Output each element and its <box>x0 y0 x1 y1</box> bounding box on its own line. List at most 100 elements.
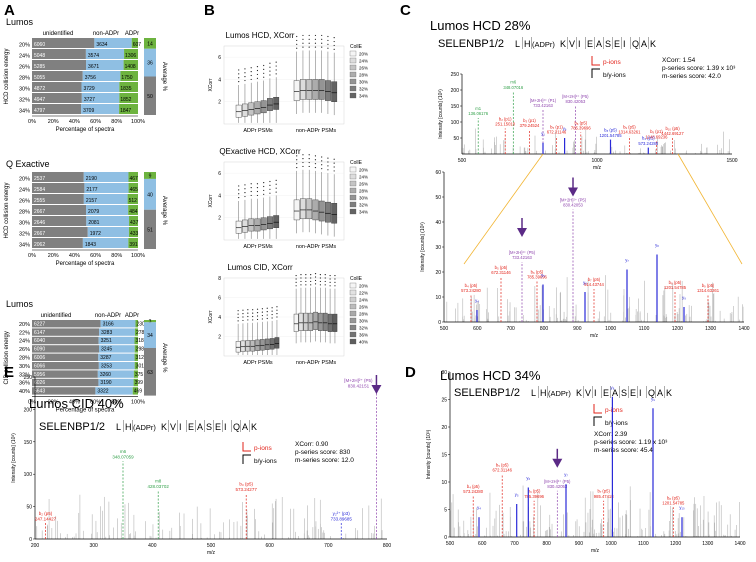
c-bot-annotation: [M+2H]²⁺ (P5) 733.42163 <box>509 250 536 260</box>
outlier-point <box>269 70 271 72</box>
label-adpr: 278 <box>136 330 145 336</box>
outlier-point <box>308 161 310 164</box>
d-annotation-line: y₉ <box>651 396 655 401</box>
d-legend-by-bracket <box>593 416 602 426</box>
legend-nonadpr: non-ADPr <box>95 313 121 319</box>
legend-swatch <box>349 303 357 310</box>
y-tick: 4 <box>218 193 221 199</box>
bar-nonadpr <box>87 227 129 237</box>
d-precursor-arrow <box>552 458 563 468</box>
c-top-x-tick: 1000 <box>591 158 602 164</box>
box <box>242 219 248 233</box>
outlier-point <box>256 318 259 321</box>
panel-a-block-title: Q Exactive <box>6 159 50 169</box>
outlier-point <box>296 35 298 38</box>
d-peptide-name: SELENBP1/2 <box>454 387 520 399</box>
label-adpr: 1847 <box>120 108 131 114</box>
d-annotation-line: b₅ (p5) <box>496 462 509 467</box>
outlier-point <box>305 273 307 276</box>
outlier-point <box>256 66 259 68</box>
box <box>331 203 338 224</box>
x-tick: 20% <box>48 119 59 125</box>
bar-adpr <box>119 82 138 92</box>
c-top-y-tick: 250 <box>451 72 460 78</box>
box <box>306 79 313 100</box>
label-unidentified: 5048 <box>34 53 45 59</box>
c-top-annotation: b₂ (p1) 251.15010 <box>495 116 515 126</box>
bar-nonadpr <box>98 336 135 345</box>
label-nonadpr: 3574 <box>88 53 99 59</box>
c-top-annotation: y₁ <box>541 131 545 136</box>
c-top-annotation: m6 348.07016 <box>503 80 523 90</box>
c-bot-annotation: b₄ (p5) 573.24280 <box>461 283 481 293</box>
bar-nonadpr <box>86 216 130 226</box>
outlier-point <box>244 195 246 198</box>
bar-nonadpr <box>84 183 129 193</box>
label-nonadpr: 2081 <box>88 220 99 226</box>
c-sequence-residue: Q <box>632 39 639 49</box>
outlier-point <box>314 279 317 282</box>
box <box>242 103 248 117</box>
outlier-point <box>256 77 259 79</box>
legend-swatch <box>349 78 357 85</box>
c-bot-annotation: y₆ <box>583 280 587 285</box>
energy-tick: 28% <box>19 76 30 82</box>
legend-title: CollE <box>350 276 363 282</box>
outlier-point <box>314 283 317 285</box>
bar-nonadpr <box>94 38 132 48</box>
outlier-point <box>295 278 297 280</box>
outlier-point <box>271 310 273 312</box>
energy-tick: 30% <box>19 87 30 93</box>
d-annotation-line: b₇ (p5) <box>598 489 611 494</box>
outlier-point <box>261 308 263 310</box>
outlier-point <box>314 42 317 44</box>
box <box>250 340 255 352</box>
label-unidentified: 6026 <box>34 380 45 386</box>
c-bot-annotation-line: 573.24280 <box>461 288 481 293</box>
y-tick: 2 <box>218 216 221 222</box>
e-x-tick: 700 <box>324 543 333 549</box>
panel-e-spectrum: Lumos CID 40%SELENBP1/2 L H (ADPr) K V I E A S E I Q… <box>11 375 391 556</box>
outlier-point <box>333 37 335 39</box>
label-nonadpr: 3727 <box>84 97 95 103</box>
c-bot-x-tick: 1300 <box>705 326 716 332</box>
c-sequence-residue: E <box>587 39 593 49</box>
box <box>273 97 280 110</box>
outlier-point <box>275 187 277 189</box>
e-annotation-line: m8 <box>155 478 162 483</box>
bar-unidentified <box>32 227 88 237</box>
e-annotation: m6 348.07059 <box>112 449 134 460</box>
outlier-point <box>238 69 240 71</box>
outlier-point <box>302 38 304 40</box>
energy-tick: 20% <box>19 322 30 328</box>
d-x-tick: 1300 <box>702 541 713 547</box>
legend-swatch <box>349 50 357 57</box>
energy-tick: 26% <box>19 347 30 353</box>
c-legend-p-bracket <box>591 56 600 66</box>
legend-swatch <box>349 166 357 173</box>
outlier-point <box>308 158 310 160</box>
c-bot-annotation-line: 785.39696 <box>527 275 547 280</box>
d-annotation-line: 785.39696 <box>524 494 544 499</box>
legend-unidentified: unidentified <box>41 313 72 319</box>
legend-swatch <box>349 310 357 317</box>
label-unidentified: 6066 <box>34 363 45 369</box>
legend-nonadpr: non-ADPr <box>93 31 119 37</box>
c-top-annotation-line: 136.06176 <box>468 111 488 116</box>
c-top-annotation: [M+2H]²⁺ (P5) 830.42053 <box>562 94 589 104</box>
c-top-annotation-line: 1201.54785 <box>599 133 622 138</box>
c-top-annotation-line: m1 <box>475 106 481 111</box>
label-adpr: 301 <box>136 363 145 369</box>
outlier-point <box>305 284 307 286</box>
outlier-point <box>269 62 271 64</box>
d-x-tick: 600 <box>478 541 487 547</box>
box <box>327 313 333 332</box>
outlier-point <box>250 71 252 73</box>
box <box>235 220 242 234</box>
outlier-point <box>263 182 265 184</box>
bar-unidentified <box>32 336 99 345</box>
c-bot-annotation: b₆ (p5) 785.39696 <box>527 270 547 280</box>
legend-entry: 24% <box>359 175 368 180</box>
c-sequence-residue: A <box>596 39 602 49</box>
bar-adpr <box>124 49 138 59</box>
